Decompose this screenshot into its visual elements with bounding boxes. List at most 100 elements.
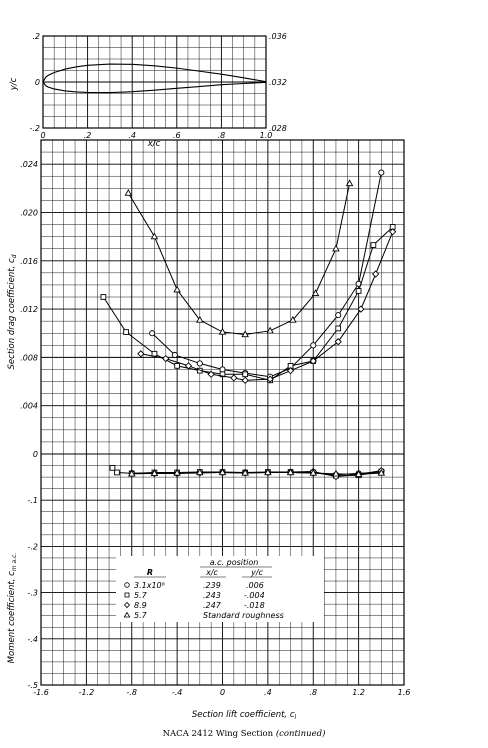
legend-row-3: 8.9 .247 -.018 [123,601,265,610]
diamond-marker-icon [123,601,131,609]
figure-caption: NACA 2412 Wing Section (continued) [163,728,326,739]
drag-series-line [102,226,394,381]
caption-note: (continued) [276,728,326,739]
legend-row-3-xc: .247 [203,601,222,610]
main-tick-labels: -1.6 -1.2 -.8 -.4 0 .4 .8 1.2 1.6 .024 .020 .016 .01… [20,160,410,697]
main-x-tick-label: -.4 [172,688,183,697]
drag-y-tick-label: .004 [20,402,38,411]
diamond-marker [137,350,145,358]
legend-row-2: 5.7 .243 -.004 [124,591,265,600]
circle-marker-icon [124,582,130,588]
legend-row-2-xc: .243 [203,591,221,600]
main-x-tick-label: .4 [264,688,272,697]
drag-ylabel-sub: d [11,254,18,258]
triangle-marker [266,326,274,334]
main-x-tick-label: -.8 [126,688,137,697]
legend-row-1-yc: .006 [246,581,264,590]
drag-y-tick-label: .024 [20,160,38,169]
legend-row-4: 5.7 Standard roughness [123,611,284,620]
square-marker [242,371,249,378]
main-x-tick-label: .8 [309,688,317,697]
triangle-marker [345,179,354,187]
profile-ylabel: y/c [9,77,19,91]
profile-right-tick-label: .036 [269,32,287,41]
triangle-marker [218,327,227,335]
moment-y-tick-label: -.3 [27,589,38,598]
triangle-marker [124,189,133,196]
triangle-marker [173,285,181,293]
diamond-marker [241,376,249,384]
triangle-marker [332,469,340,477]
triangle-marker [196,468,204,476]
moment-y-tick-label: -.4 [27,635,38,644]
main-grid [40,139,405,686]
drag-series-square [100,224,396,384]
diamond-marker [266,375,274,383]
main-frame [40,139,405,686]
square-marker [219,371,226,378]
diamond-marker [286,367,295,375]
profile-right-tick-label: .032 [269,78,287,87]
legend-row-3-r: 8.9 [134,601,147,610]
circle-marker [196,360,203,367]
legend-row-1-xc: .239 [203,581,221,590]
diamond-marker [184,362,193,370]
profile-y-tick-label: 0 [35,78,40,87]
square-marker-icon [124,592,130,598]
main-x-tick-label: 1.6 [398,688,411,697]
circle-marker [335,312,342,319]
profile-x-tick-label: .8 [218,131,226,140]
profile-y-tick-label: .2 [32,32,40,41]
moment-y-tick-label: -.2 [27,542,38,551]
diamond-marker [357,305,365,313]
triangle-marker [127,469,136,477]
main-xlabel-text: Section lift coefficient, c [192,710,295,720]
legend-header-yc: y/c [250,568,263,577]
diamond-marker [162,354,170,363]
drag-ylabel: Section drag coefficient, cd [7,254,18,369]
triangle-marker [332,244,340,252]
legend-row-2-r: 5.7 [134,591,148,600]
moment-ylabel: Moment coefficient, cm a.c. [7,553,18,664]
drag-series-triangle [124,179,354,338]
main-x-tick-label: -1.6 [33,688,49,697]
square-marker [174,362,180,369]
main-x-tick-label: 1.2 [352,688,365,697]
square-marker [100,294,107,300]
triangle-marker [286,468,295,476]
triangle-marker [289,315,297,323]
drag-y-tick-label: .016 [20,257,38,266]
circle-marker [149,330,156,337]
circle-marker [378,169,385,176]
profile-right-tick-label: .028 [269,124,287,133]
triangle-marker [241,330,249,338]
diamond-marker [389,228,397,236]
triangle-marker [309,468,318,476]
triangle-marker-icon [123,611,131,618]
profile-tick-labels: 0 .2 .4 .6 .8 1.0 .2 .036 0 .032 -.2 .028 [29,32,286,140]
moment-series-triangle [127,468,386,477]
legend-header-r: R [147,568,153,577]
triangle-marker [196,315,204,323]
diamond-marker [334,338,342,346]
profile-xlabel: x/c [147,139,161,149]
profile-x-tick-label: 0 [40,131,45,140]
square-marker [114,469,120,476]
legend-header-ac: a.c. position [210,558,259,567]
legend-row-2-yc: -.004 [244,591,265,600]
profile-x-tick-label: .6 [173,131,181,140]
drag-y-tick-label: .020 [20,208,38,217]
moment-ylabel-sub: m a.c. [11,553,18,572]
square-marker [151,350,158,357]
circle-marker [171,351,178,359]
triangle-marker [150,232,159,240]
circle-marker [310,342,317,349]
drag-y-tick-label: .012 [20,305,38,314]
profile-x-tick-label: .4 [128,131,136,140]
drag-series-diamond [137,228,397,384]
main-x-tick-label: 0 [220,688,225,697]
triangle-marker [377,468,386,476]
triangle-marker [241,468,249,476]
triangle-marker [354,470,363,477]
square-marker [123,329,129,335]
